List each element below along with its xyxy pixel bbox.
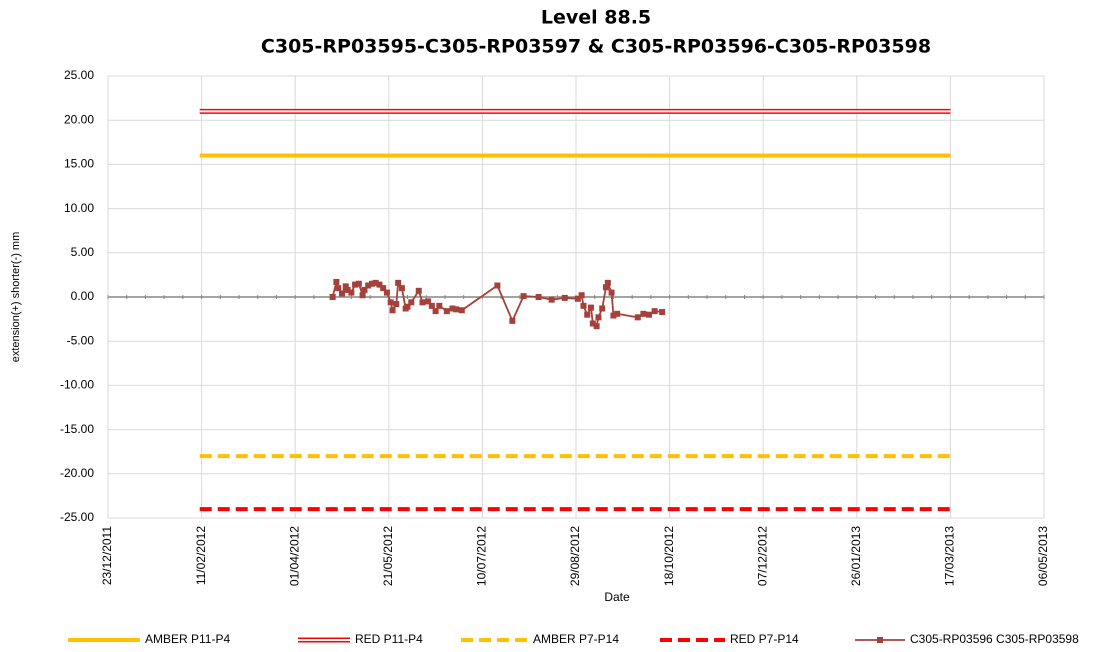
data-point <box>339 290 345 297</box>
y-tick-label: -15.00 <box>60 422 94 436</box>
y-tick-label: 25.00 <box>64 68 94 82</box>
data-point <box>432 308 439 315</box>
x-tick-label: 29/08/2012 <box>568 526 582 586</box>
data-point <box>395 279 402 286</box>
data-point <box>398 285 405 292</box>
data-point <box>425 298 432 305</box>
data-point <box>610 312 617 319</box>
x-tick-label: 06/05/2013 <box>1036 526 1050 586</box>
data-point <box>376 281 383 288</box>
data-point <box>380 285 387 292</box>
legend-label: AMBER P11-P4 <box>145 632 230 646</box>
data-point <box>646 311 653 318</box>
y-tick-label: -20.00 <box>60 466 94 480</box>
data-point <box>659 309 666 316</box>
data-point <box>494 282 501 289</box>
data-point <box>387 299 394 306</box>
chart-title: Level 88.5 <box>541 7 651 29</box>
y-tick-label: 0.00 <box>71 289 95 303</box>
data-point <box>587 304 594 311</box>
legend-label: RED P11-P4 <box>355 632 423 646</box>
data-point <box>335 285 342 292</box>
data-point <box>520 293 527 300</box>
legend-label: RED P7-P14 <box>730 632 799 646</box>
legend-label: C305-RP03596 C305-RP03598 <box>910 632 1079 646</box>
data-point <box>355 280 362 287</box>
x-tick-label: 17/03/2013 <box>943 526 957 586</box>
y-tick-label: -10.00 <box>60 378 94 392</box>
data-point <box>584 311 591 318</box>
y-tick-label: -5.00 <box>67 333 95 347</box>
data-point <box>580 302 587 309</box>
x-tick-label: 21/05/2012 <box>381 526 395 586</box>
data-point <box>352 281 359 288</box>
y-tick-label: -25.00 <box>60 510 94 524</box>
data-point <box>419 299 426 306</box>
data-point <box>342 283 349 290</box>
data-point <box>365 282 372 289</box>
chart-subtitle: C305-RP03595-C305-RP03597 & C305-RP03596… <box>261 36 931 58</box>
data-point <box>535 294 542 300</box>
data-point <box>383 289 390 296</box>
data-point <box>589 320 596 327</box>
data-point <box>443 308 450 315</box>
data-point <box>593 323 600 330</box>
data-point <box>578 292 585 299</box>
data-point <box>436 302 443 309</box>
data-point <box>574 295 581 302</box>
data-point <box>604 279 611 286</box>
data-point <box>449 305 456 312</box>
data-point <box>561 294 568 301</box>
data-point <box>415 287 422 294</box>
data-point <box>404 303 411 310</box>
x-tick-label: 01/04/2012 <box>287 526 301 586</box>
data-point <box>408 299 415 306</box>
data-point <box>509 317 516 324</box>
data-point <box>428 302 435 309</box>
data-point <box>458 307 465 314</box>
data-point <box>329 294 336 300</box>
data-point <box>368 280 375 287</box>
data-point <box>393 301 400 308</box>
data-point <box>344 286 351 293</box>
x-tick-label: 07/12/2012 <box>755 526 769 586</box>
data-point <box>614 310 621 317</box>
x-tick-label: 23/12/2011 <box>100 526 114 585</box>
x-tick-label: 11/02/2012 <box>194 526 208 585</box>
data-point <box>599 305 606 312</box>
data-point <box>361 286 368 293</box>
y-tick-label: 10.00 <box>64 201 94 215</box>
data-point <box>348 289 355 296</box>
data-point <box>595 314 602 321</box>
data-point <box>602 284 609 291</box>
data-point <box>651 308 658 315</box>
y-axis-label: extension(+) shorter(-) mm <box>10 232 22 363</box>
data-point <box>640 310 647 317</box>
x-tick-label: 10/07/2012 <box>475 526 489 586</box>
y-tick-label: 20.00 <box>64 112 94 126</box>
data-point <box>453 306 460 313</box>
data-point <box>333 278 340 285</box>
data-point <box>372 279 379 286</box>
data-point <box>634 314 641 321</box>
y-tick-label: 15.00 <box>64 157 94 171</box>
y-tick-label: 5.00 <box>71 245 95 259</box>
x-axis-label: Date <box>604 590 630 604</box>
data-point <box>608 289 615 296</box>
legend-marker <box>877 637 883 643</box>
x-tick-label: 18/10/2012 <box>662 526 676 586</box>
x-tick-label: 26/01/2013 <box>849 526 863 586</box>
data-point <box>359 292 366 299</box>
data-point <box>548 296 555 303</box>
data-point <box>389 307 396 314</box>
legend-label: AMBER P7-P14 <box>533 632 619 646</box>
